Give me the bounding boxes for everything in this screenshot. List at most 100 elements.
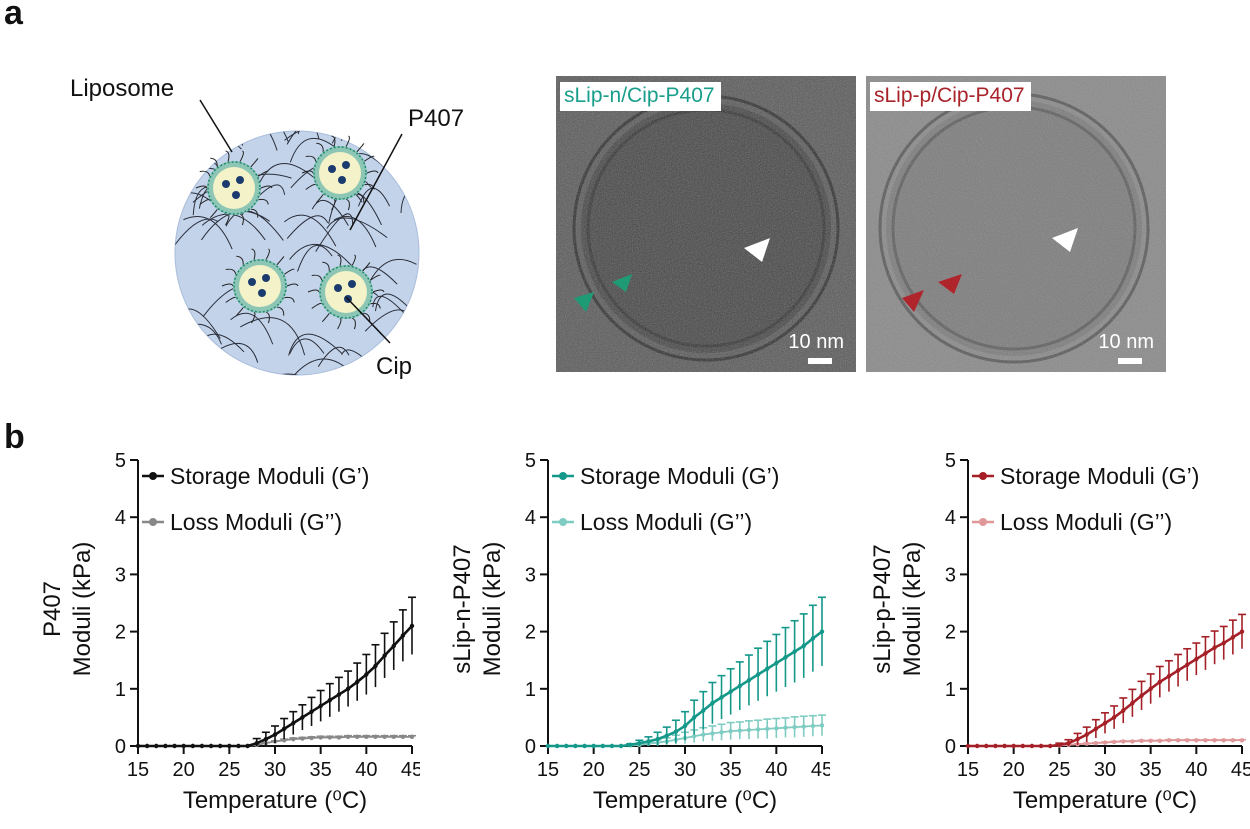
data-point	[974, 743, 980, 749]
data-point	[573, 743, 578, 749]
cip-molecule	[248, 278, 256, 286]
peg-chain	[337, 317, 342, 330]
peg-chain	[235, 306, 244, 317]
peg-chain	[345, 135, 350, 147]
peg-chain	[337, 254, 342, 266]
lipid-bilayer	[207, 161, 261, 215]
data-point	[746, 678, 752, 683]
data-point	[291, 736, 296, 742]
data-point	[564, 743, 569, 749]
data-point	[364, 734, 369, 740]
liposome-gel-schematic: Liposome P407 Cip	[70, 75, 464, 380]
data-point	[545, 743, 551, 749]
peg-chain	[284, 296, 295, 303]
lipid-bilayer	[313, 146, 367, 200]
polymer-strand	[175, 218, 219, 252]
y-tick-label: 2	[945, 622, 956, 644]
data-point	[1194, 738, 1199, 743]
polymer-strand	[191, 131, 244, 146]
data-point	[144, 743, 150, 749]
liposome-core	[325, 271, 367, 313]
peg-chain	[345, 198, 350, 211]
data-point	[1011, 743, 1016, 749]
data-point	[263, 736, 269, 742]
cip-molecule	[222, 180, 230, 188]
peg-chain	[362, 312, 371, 322]
data-point	[819, 629, 825, 634]
x-tick-label: 30	[1094, 759, 1116, 781]
legend-label: Loss Moduli (G’’)	[580, 509, 752, 535]
data-point	[765, 726, 770, 732]
data-point	[1203, 738, 1208, 743]
peg-chain	[260, 185, 273, 189]
peg-chain	[250, 157, 259, 168]
data-point	[345, 686, 351, 691]
data-point	[1230, 635, 1236, 640]
data-point	[801, 724, 806, 729]
data-point	[391, 643, 396, 649]
data-point	[965, 743, 971, 749]
data-point	[810, 636, 816, 641]
data-point	[1148, 686, 1153, 691]
data-point	[181, 743, 186, 749]
lipid-bilayer	[233, 259, 287, 313]
data-point	[318, 703, 323, 709]
polymer-strand	[333, 215, 377, 248]
data-point	[1029, 743, 1035, 749]
data-point	[1157, 738, 1162, 744]
y-axis-title-top: P407	[39, 581, 66, 637]
data-point	[199, 743, 205, 749]
data-point	[1002, 743, 1007, 749]
data-point	[218, 743, 223, 749]
data-point	[409, 623, 415, 629]
data-point	[373, 734, 378, 740]
data-point	[1221, 738, 1226, 743]
peg-chain	[225, 268, 237, 275]
cip-molecule	[236, 176, 244, 184]
data-point	[391, 734, 396, 740]
data-point	[254, 740, 259, 746]
polymer-strand	[283, 214, 337, 247]
x-tick-label: 35	[720, 759, 742, 781]
x-tick-label: 15	[957, 759, 979, 781]
x-tick-label: 35	[1140, 759, 1162, 781]
data-point	[783, 725, 788, 730]
peg-chain	[251, 311, 256, 324]
y-tick-label: 1	[945, 679, 956, 701]
legend-loss: Loss Moduli (G’’)	[972, 509, 1172, 535]
data-point	[993, 743, 998, 749]
data-point	[318, 735, 323, 740]
y-tick-label: 5	[525, 450, 536, 472]
peg-chain	[284, 268, 295, 275]
x-tick-label: 35	[310, 759, 332, 781]
data-point	[1102, 720, 1108, 726]
polymer-strand	[420, 261, 463, 284]
polymer-strand	[240, 317, 306, 356]
liposome-label: Liposome	[70, 75, 174, 102]
x-tick-label: 45	[1231, 759, 1250, 781]
x-tick-label: 20	[1003, 759, 1025, 781]
data-point	[737, 728, 742, 733]
data-point	[355, 679, 360, 685]
data-point	[618, 743, 624, 749]
legend-swatch-marker	[979, 518, 987, 526]
legend-loss: Loss Moduli (G’’)	[552, 509, 752, 535]
legend-swatch-marker	[559, 518, 567, 526]
x-tick-label: 20	[173, 759, 195, 781]
y-tick-label: 5	[945, 450, 956, 472]
data-point	[792, 649, 797, 654]
y-tick-label: 3	[945, 564, 956, 586]
y-tick-label: 5	[115, 450, 126, 472]
data-point	[1175, 738, 1181, 743]
polymer-strand	[289, 338, 325, 354]
data-point	[336, 735, 342, 740]
peg-chain	[258, 170, 269, 177]
data-point	[719, 730, 724, 735]
legend-storage: Storage Moduli (G’)	[142, 463, 369, 489]
data-point	[682, 723, 688, 729]
micrograph-label: sLip-p/Cip-P407	[870, 82, 1031, 111]
data-point	[409, 734, 415, 740]
peg-chain	[195, 185, 208, 189]
cip-molecule	[334, 284, 342, 292]
